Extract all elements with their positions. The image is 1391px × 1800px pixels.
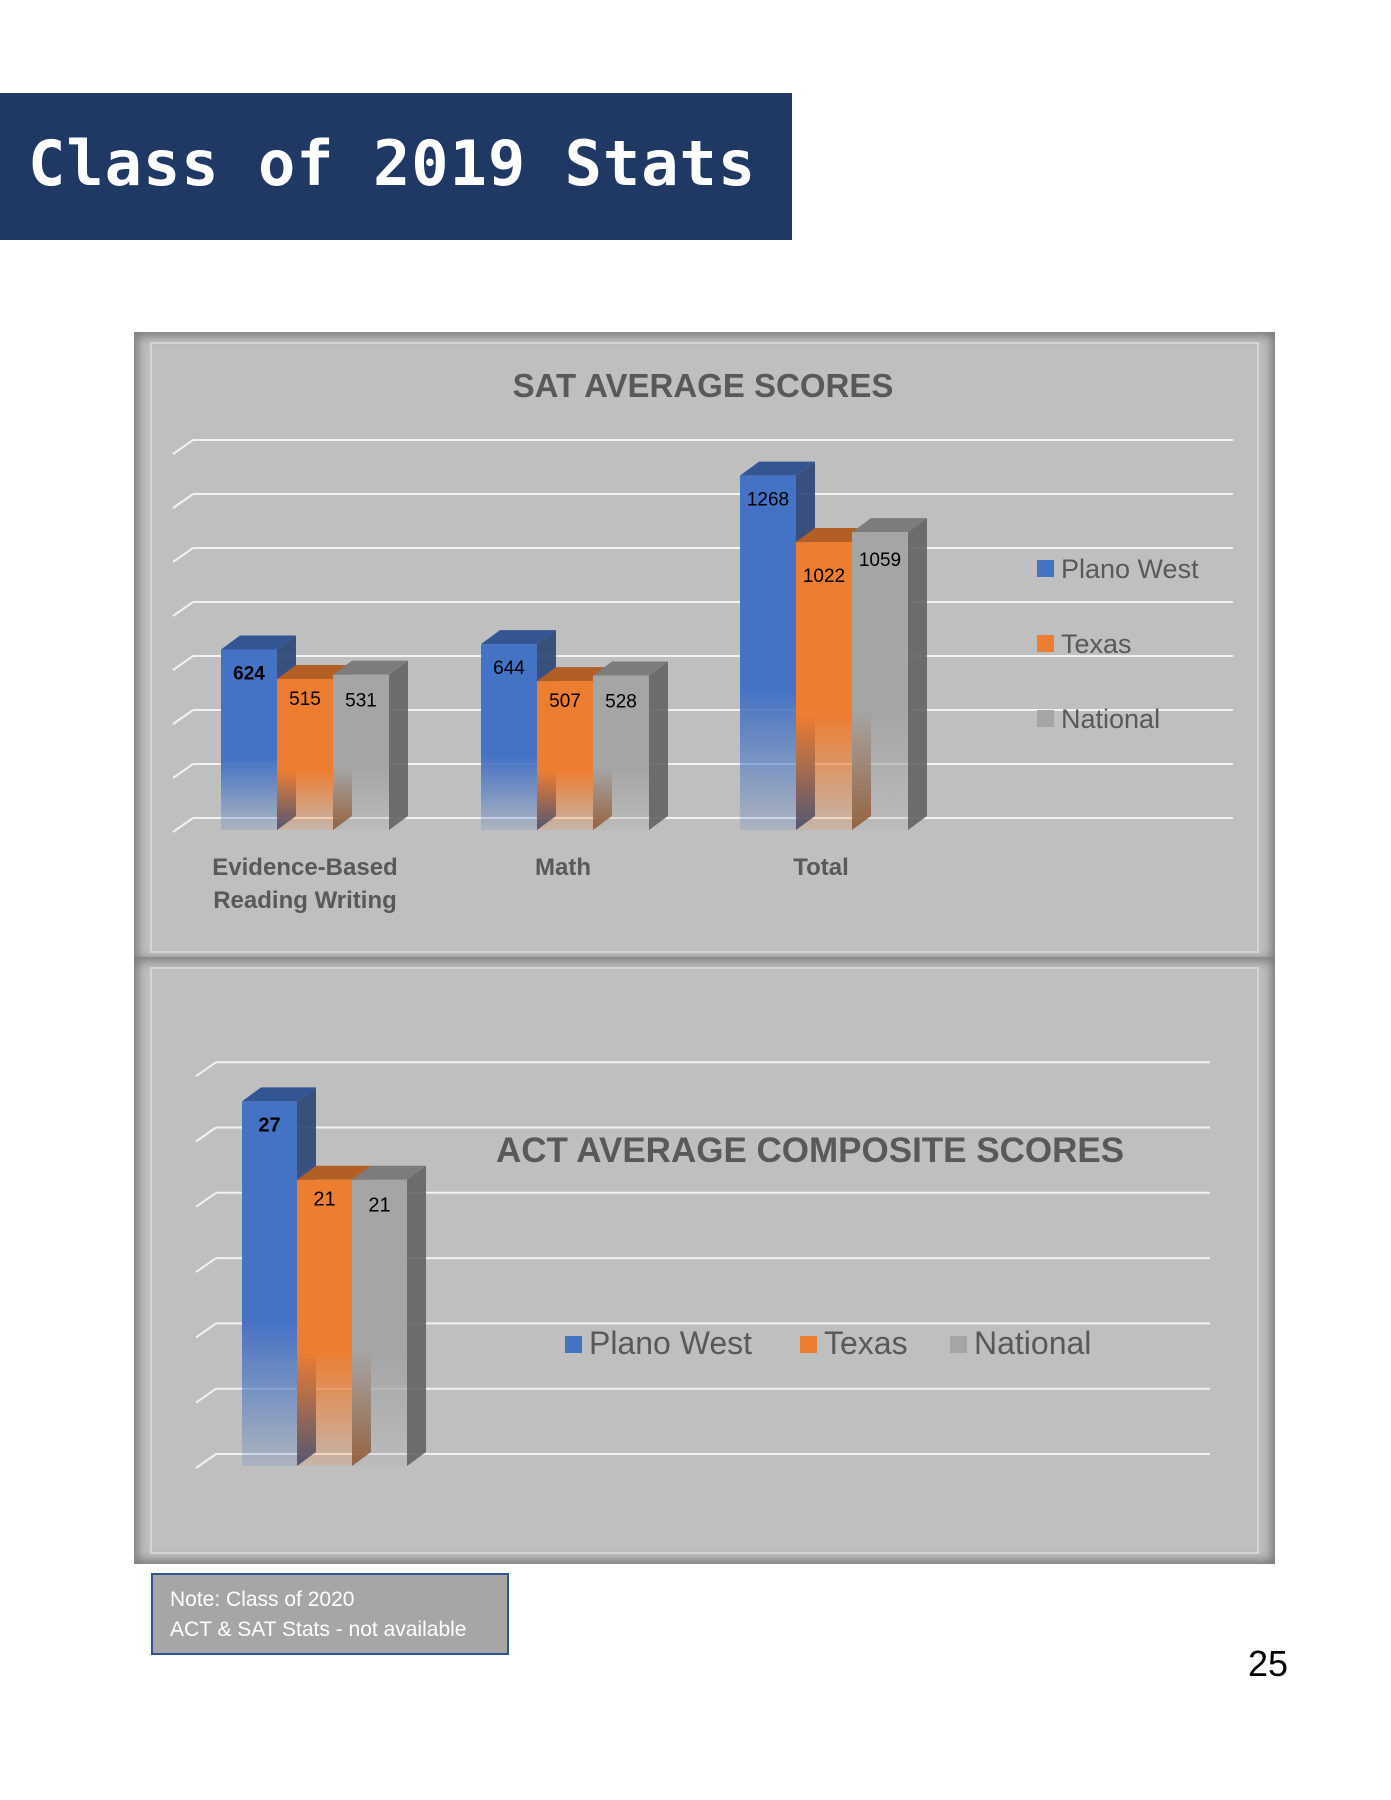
- bar-top: [352, 1165, 426, 1180]
- bar-national: [352, 1179, 407, 1466]
- bar-national: [333, 674, 389, 830]
- legend-label: Plano West: [1061, 554, 1199, 584]
- data-label: 531: [345, 691, 377, 712]
- bar-top: [221, 635, 296, 650]
- legend-swatch: [1037, 560, 1054, 577]
- sat-chart-panel: [134, 332, 1275, 963]
- bar-national: [593, 675, 649, 830]
- bar-side: [407, 1165, 426, 1466]
- gridline-depth: [172, 547, 194, 563]
- bar-side: [649, 661, 668, 830]
- legend-swatch: [950, 1336, 967, 1353]
- bar-plano-west: [481, 644, 537, 830]
- data-label: 1059: [859, 550, 901, 571]
- gridline-depth: [195, 1126, 217, 1143]
- gridline-depth: [172, 709, 194, 725]
- data-label: 1268: [747, 490, 789, 511]
- gridline-depth: [172, 655, 194, 671]
- data-label: 507: [549, 691, 581, 712]
- data-label: 644: [493, 658, 525, 679]
- bar-plano-west: [242, 1101, 297, 1466]
- legend-swatch: [565, 1336, 582, 1353]
- page-number: 25: [1248, 1643, 1289, 1684]
- sat-chart-title: SAT AVERAGE SCORES: [513, 367, 894, 404]
- note-box: Note: Class of 2020 ACT & SAT Stats - no…: [151, 1573, 509, 1655]
- category-label: Reading Writing: [213, 887, 397, 914]
- bar-plano-west: [740, 475, 796, 830]
- legend-swatch: [1037, 710, 1054, 727]
- legend-label: Texas: [1061, 629, 1132, 659]
- bar-top: [297, 1165, 371, 1180]
- gridline-depth: [195, 1191, 217, 1208]
- bar-side: [389, 660, 408, 830]
- category-label: Evidence-Based: [212, 854, 397, 881]
- data-label: 515: [289, 689, 321, 710]
- bar-top: [740, 461, 815, 476]
- gridline-depth: [195, 1453, 217, 1469]
- gridline-depth: [172, 439, 194, 455]
- data-label: 624: [233, 664, 265, 685]
- data-label: 528: [605, 691, 637, 712]
- category-label: Total: [793, 854, 849, 881]
- bar-texas: [537, 681, 593, 830]
- category-label: Math: [535, 854, 591, 881]
- page-title: Class of 2019 Stats: [28, 127, 757, 200]
- bar-side: [908, 518, 927, 830]
- legend-label: Plano West: [589, 1325, 752, 1361]
- gridline-depth: [172, 817, 194, 833]
- gridline-depth: [195, 1061, 217, 1078]
- gridline-depth: [195, 1257, 217, 1273]
- bar-top: [333, 660, 408, 675]
- act-chart-title: ACT AVERAGE COMPOSITE SCORES: [496, 1131, 1124, 1170]
- data-label: 21: [368, 1195, 390, 1217]
- bar-texas: [297, 1179, 352, 1466]
- bar-texas: [277, 678, 333, 830]
- bar-national: [852, 532, 908, 830]
- legend-label: National: [1061, 704, 1160, 734]
- gridline-depth: [195, 1322, 217, 1339]
- legend-swatch: [800, 1336, 817, 1353]
- data-label: 21: [313, 1189, 335, 1211]
- bar-top: [481, 630, 556, 645]
- note-line-1: Note: Class of 2020: [170, 1588, 355, 1611]
- gridline-depth: [195, 1387, 217, 1404]
- bar-texas: [796, 542, 852, 830]
- gridline-depth: [172, 493, 194, 509]
- gridline-depth: [172, 601, 194, 617]
- gridline-depth: [172, 763, 194, 779]
- bar-top: [242, 1087, 316, 1102]
- legend-label: National: [974, 1325, 1091, 1361]
- title-banner: Class of 2019 Stats: [0, 93, 792, 240]
- data-label: 27: [258, 1114, 280, 1136]
- note-line-2: ACT & SAT Stats - not available: [170, 1618, 467, 1641]
- data-label: 1022: [803, 566, 845, 587]
- bar-top: [593, 661, 668, 676]
- bar-top: [852, 518, 927, 533]
- legend-swatch: [1037, 635, 1054, 652]
- bar-plano-west: [221, 649, 277, 830]
- legend-label: Texas: [824, 1325, 908, 1361]
